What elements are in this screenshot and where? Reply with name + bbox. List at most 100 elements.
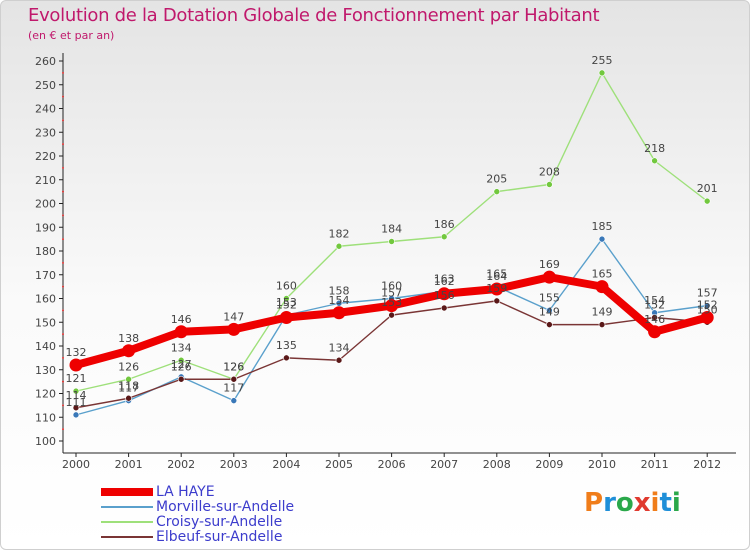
data-point bbox=[651, 157, 658, 165]
legend-label: Morville-sur-Andelle bbox=[156, 499, 295, 515]
data-point bbox=[335, 242, 343, 250]
data-point bbox=[283, 354, 290, 362]
data-label: 165 bbox=[592, 268, 613, 281]
data-point bbox=[177, 356, 185, 364]
data-label: 132 bbox=[66, 346, 87, 359]
data-point bbox=[542, 270, 556, 284]
data-label: 152 bbox=[276, 299, 297, 312]
data-label: 138 bbox=[118, 332, 139, 345]
y-tick-label: 170 bbox=[35, 269, 56, 282]
data-point bbox=[437, 287, 451, 301]
data-point bbox=[72, 411, 80, 419]
data-label: 182 bbox=[329, 227, 350, 240]
series-line-1 bbox=[75, 238, 708, 416]
data-label: 185 bbox=[592, 220, 613, 233]
y-minor-dot bbox=[62, 95, 64, 98]
legend-swatch bbox=[101, 536, 153, 538]
y-minor-dot bbox=[62, 214, 64, 217]
y-tick-label: 210 bbox=[35, 174, 56, 187]
data-point bbox=[490, 282, 504, 296]
x-tick-label: 2003 bbox=[220, 458, 248, 471]
data-label: 153 bbox=[276, 296, 297, 309]
data-point bbox=[598, 321, 606, 328]
chart-title: Evolution de la Dotation Globale de Fonc… bbox=[28, 5, 600, 26]
y-tick-label: 200 bbox=[35, 198, 56, 211]
data-point bbox=[332, 306, 346, 320]
data-label: 169 bbox=[539, 258, 560, 271]
data-label: 152 bbox=[644, 299, 665, 312]
y-minor-dot bbox=[62, 143, 64, 146]
data-label: 160 bbox=[381, 280, 402, 293]
data-label: 126 bbox=[118, 360, 139, 373]
y-minor-dot bbox=[62, 71, 64, 74]
data-label: 134 bbox=[329, 341, 350, 354]
y-minor-dot bbox=[62, 190, 64, 193]
y-tick-label: 260 bbox=[35, 55, 56, 68]
data-point bbox=[595, 280, 609, 294]
y-minor-dot bbox=[62, 166, 64, 169]
data-label: 162 bbox=[434, 275, 455, 288]
series-markers bbox=[69, 69, 714, 419]
x-tick-label: 2000 bbox=[62, 458, 90, 471]
logo-letter: x bbox=[633, 488, 651, 518]
data-label: 255 bbox=[592, 54, 613, 67]
data-label: 205 bbox=[486, 173, 507, 186]
data-label: 184 bbox=[381, 223, 402, 236]
y-tick-label: 230 bbox=[35, 126, 56, 139]
data-label: 127 bbox=[171, 358, 192, 371]
data-label: 126 bbox=[223, 360, 244, 373]
x-tick-label: 2002 bbox=[167, 458, 195, 471]
data-label: 121 bbox=[66, 372, 87, 385]
y-minor-dot bbox=[62, 404, 64, 407]
data-point bbox=[283, 295, 290, 302]
data-point bbox=[122, 344, 136, 358]
data-label: 150 bbox=[697, 303, 718, 316]
data-label: 114 bbox=[66, 389, 87, 402]
y-minor-dot bbox=[62, 261, 64, 264]
legend-label: Elbeuf-sur-Andelle bbox=[156, 529, 283, 545]
proxiti-logo: Proxiti bbox=[584, 488, 681, 518]
logo-letter: r bbox=[603, 488, 616, 518]
data-label: 117 bbox=[223, 382, 244, 395]
legend-label: Croisy-sur-Andelle bbox=[156, 514, 283, 530]
y-tick-label: 220 bbox=[35, 150, 56, 163]
data-point bbox=[700, 311, 714, 324]
data-label: 126 bbox=[223, 360, 244, 373]
data-label: 164 bbox=[486, 270, 507, 283]
data-point bbox=[651, 314, 658, 321]
legend-swatch bbox=[101, 488, 153, 496]
x-tick-label: 2010 bbox=[588, 458, 616, 471]
axes: 100 110 120 130 140 150 160 170 180 190 200 210 220 2… bbox=[35, 53, 736, 471]
logo-letter: P bbox=[584, 488, 604, 518]
logo-letter: o bbox=[615, 488, 634, 518]
data-label: 149 bbox=[539, 306, 560, 319]
data-label: 201 bbox=[697, 182, 718, 195]
data-label: 160 bbox=[276, 280, 297, 293]
data-point bbox=[440, 233, 448, 241]
data-label: 118 bbox=[118, 379, 139, 392]
data-point bbox=[72, 404, 80, 412]
y-tick-label: 130 bbox=[35, 364, 56, 377]
x-tick-label: 2009 bbox=[535, 458, 563, 471]
y-minor-dot bbox=[62, 285, 64, 288]
data-label: 135 bbox=[276, 339, 297, 352]
data-point bbox=[279, 311, 293, 324]
data-point bbox=[546, 321, 553, 328]
data-label: 186 bbox=[434, 218, 455, 231]
data-label: 153 bbox=[381, 296, 402, 309]
data-point bbox=[125, 375, 132, 383]
data-label: 157 bbox=[381, 287, 402, 300]
data-label: 146 bbox=[644, 313, 665, 326]
data-label: 208 bbox=[539, 166, 560, 179]
data-label: 157 bbox=[697, 287, 718, 300]
data-point bbox=[546, 307, 553, 314]
data-point bbox=[440, 304, 448, 312]
data-label: 152 bbox=[697, 299, 718, 312]
data-point bbox=[703, 302, 711, 309]
x-tick-label: 2008 bbox=[483, 458, 511, 471]
data-label: 154 bbox=[644, 294, 665, 307]
data-point bbox=[125, 394, 132, 402]
data-label: 159 bbox=[486, 282, 507, 295]
data-point bbox=[72, 387, 80, 395]
